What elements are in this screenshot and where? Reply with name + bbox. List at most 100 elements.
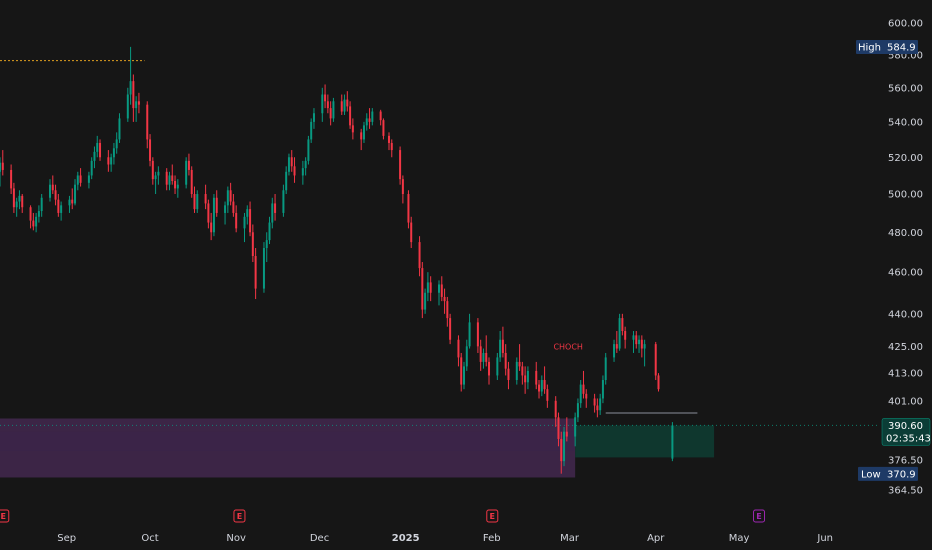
earnings-icon-letter: E xyxy=(237,512,242,521)
candle-body xyxy=(310,121,313,140)
candle-body xyxy=(110,157,113,165)
candle-body xyxy=(421,268,424,310)
candle-body xyxy=(60,205,63,213)
candle-body xyxy=(635,335,638,345)
candle-body xyxy=(340,101,343,112)
candle-body xyxy=(379,111,382,121)
candle-body xyxy=(579,384,582,404)
candle-body xyxy=(504,352,507,369)
candle-body xyxy=(618,318,621,349)
candle-body xyxy=(329,108,332,119)
candle-body xyxy=(476,322,479,347)
y-tick-label: 376.50 xyxy=(888,455,923,466)
candle-body xyxy=(0,162,1,172)
candle-body xyxy=(176,184,179,189)
x-tick-label: Sep xyxy=(57,533,76,544)
candle-body xyxy=(174,180,177,189)
candle-body xyxy=(126,94,129,119)
candle-body xyxy=(196,194,199,210)
candle-body xyxy=(407,194,410,223)
candle-body xyxy=(499,339,502,358)
candle-body xyxy=(368,118,371,122)
candle-body xyxy=(535,370,538,385)
candle-body xyxy=(54,190,57,200)
candle-body xyxy=(135,101,138,109)
candle-body xyxy=(10,169,13,189)
candle-body xyxy=(76,175,79,185)
candle-body xyxy=(226,190,229,206)
candle-body xyxy=(235,212,238,229)
candle-body xyxy=(249,209,252,233)
candle-body xyxy=(254,256,257,289)
candle-body xyxy=(465,346,468,367)
candle-body xyxy=(632,335,635,340)
candle-body xyxy=(671,425,674,459)
candle-body xyxy=(463,366,466,385)
candle-body xyxy=(262,248,265,289)
candle-body xyxy=(546,389,549,401)
candle-body xyxy=(638,339,641,345)
candle-body xyxy=(410,222,413,243)
earnings-icon xyxy=(233,509,246,523)
candle-body xyxy=(165,171,168,185)
candle-body xyxy=(312,113,315,122)
candle-body xyxy=(613,344,616,358)
candle-body xyxy=(204,194,207,204)
candle-body xyxy=(1,162,4,170)
candle-body xyxy=(287,157,290,172)
candle-body xyxy=(304,160,307,169)
candle-body xyxy=(18,195,21,202)
x-tick-label: Jun xyxy=(816,533,833,544)
high-tag-value: 584.9 xyxy=(887,43,916,54)
candle-body xyxy=(554,400,557,418)
candle-body xyxy=(112,148,115,158)
candle-body xyxy=(118,118,121,140)
candle-body xyxy=(232,201,235,213)
zones-layer xyxy=(0,418,715,478)
last-price-value: 390.60 xyxy=(888,421,923,432)
candle-body xyxy=(362,125,365,140)
candle-body xyxy=(657,375,660,390)
levels-layer xyxy=(0,60,878,426)
candle-body xyxy=(365,118,368,126)
candle-body xyxy=(479,346,482,362)
candle-body xyxy=(382,120,385,136)
candle-body xyxy=(246,209,249,217)
candle-body xyxy=(68,199,71,206)
candle-body xyxy=(543,380,546,390)
candle-body xyxy=(32,220,35,227)
candle-body xyxy=(488,361,491,376)
candle-body xyxy=(643,344,646,349)
x-tick-label: Oct xyxy=(141,533,158,544)
candle-body xyxy=(596,405,599,411)
x-tick-label: 2025 xyxy=(392,533,420,544)
candle-body xyxy=(538,384,541,392)
candle-body xyxy=(107,157,110,165)
candle-body xyxy=(37,211,40,217)
x-axis: Sep Oct Nov Dec 2025 Feb Mar Apr May Jun xyxy=(57,533,833,544)
candle-body xyxy=(349,106,352,126)
candle-body xyxy=(387,135,390,143)
candle-body xyxy=(151,160,154,180)
candle-body xyxy=(440,284,443,297)
choch-label-bg xyxy=(551,342,585,352)
x-tick-label: Feb xyxy=(483,533,501,544)
candle-body xyxy=(351,125,354,133)
candle-body xyxy=(560,438,563,462)
candle-body xyxy=(371,111,374,122)
choch-label: CHOCH xyxy=(553,342,583,351)
candle-body xyxy=(57,199,60,213)
candle-body xyxy=(12,188,15,208)
candle-body xyxy=(154,175,157,180)
candle-body xyxy=(399,150,402,180)
y-tick-label: 480.00 xyxy=(888,228,923,239)
last-price-tag-bg xyxy=(881,418,931,446)
candle-body xyxy=(290,157,293,167)
candle-body xyxy=(146,104,149,140)
candle-body xyxy=(132,81,135,109)
candle-body xyxy=(157,171,160,176)
